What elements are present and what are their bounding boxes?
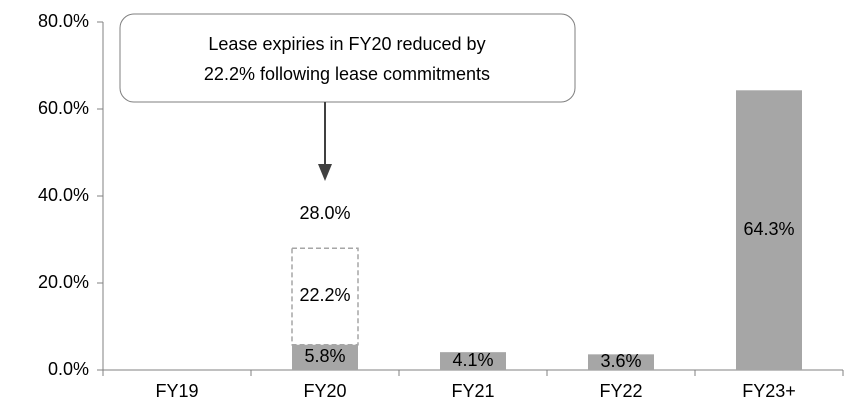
x-tick-label: FY22 [599, 381, 642, 401]
bar [736, 90, 802, 371]
total-label: 28.0% [299, 203, 350, 223]
y-tick-label: 20.0% [38, 272, 89, 292]
data-label: 22.2% [299, 285, 350, 305]
bar [440, 352, 506, 370]
data-label: 3.6% [600, 351, 641, 371]
bar [291, 247, 359, 346]
y-tick-label: 80.0% [38, 11, 89, 31]
bar [588, 354, 654, 370]
y-tick-label: 60.0% [38, 98, 89, 118]
data-label: 4.1% [452, 350, 493, 370]
x-tick-label: FY19 [155, 381, 198, 401]
data-label: 64.3% [743, 219, 794, 239]
y-tick-label: 0.0% [48, 359, 89, 379]
data-label: 5.8% [304, 346, 345, 366]
x-tick-label: FY20 [303, 381, 346, 401]
callout-box [119, 13, 576, 103]
bar [292, 344, 358, 370]
y-tick-label: 40.0% [38, 185, 89, 205]
callout-arrowhead [318, 164, 332, 181]
x-tick-label: FY21 [451, 381, 494, 401]
callout-text: Lease expiries in FY20 reduced by [208, 34, 485, 54]
x-tick-label: FY23+ [742, 381, 796, 401]
callout-text: 22.2% following lease commitments [204, 64, 490, 84]
